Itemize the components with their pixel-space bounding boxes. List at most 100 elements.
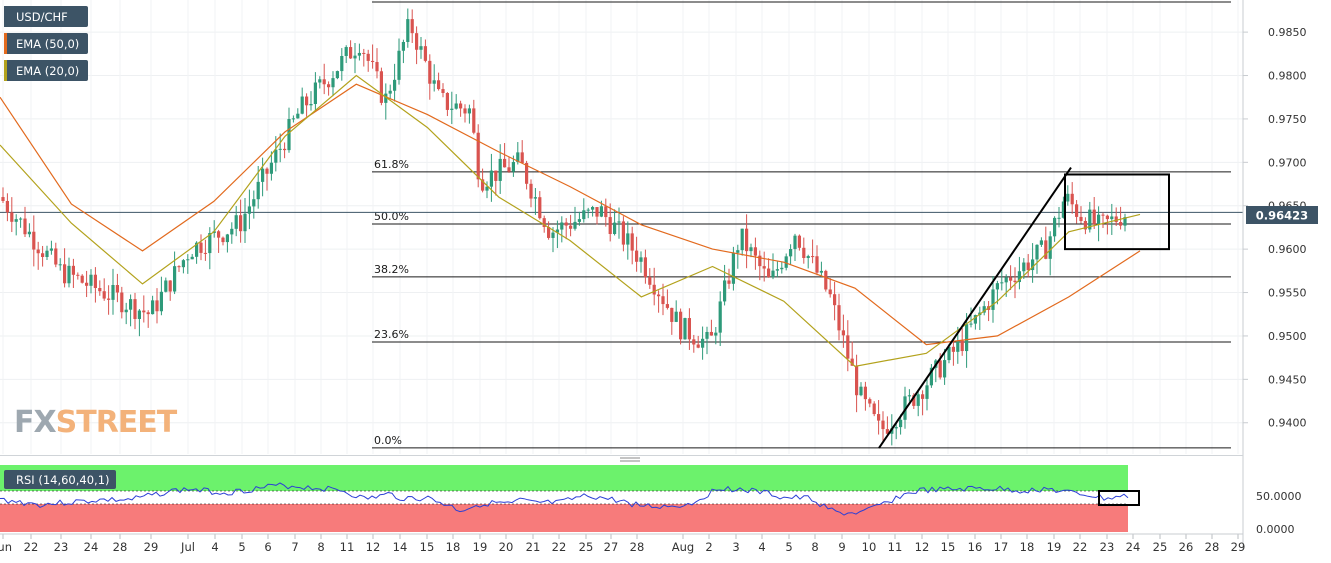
date-tick-label: 9 xyxy=(838,540,845,554)
candle-bullish xyxy=(67,265,71,284)
candle-bullish xyxy=(19,218,23,220)
date-tick-label: 19 xyxy=(1047,540,1062,554)
candle-bullish xyxy=(740,228,744,251)
candle-bearish xyxy=(155,300,159,312)
date-tick-label: 25 xyxy=(1153,540,1168,554)
candle-bullish xyxy=(674,311,678,322)
rsi-highlight-box xyxy=(1098,490,1140,506)
price-tick-label: 0.9850 xyxy=(1268,26,1307,39)
candle-bullish xyxy=(516,152,520,163)
candle-bullish xyxy=(234,215,238,229)
candle-bullish xyxy=(181,260,185,268)
candle-bullish xyxy=(586,209,590,211)
candle-bullish xyxy=(731,252,735,284)
candle-bearish xyxy=(1079,216,1083,221)
candle-bearish xyxy=(76,274,80,276)
candle-bearish xyxy=(868,399,872,404)
watermark-fx: FX xyxy=(14,405,56,440)
candle-bearish xyxy=(762,266,766,269)
rsi-tick-label: 0.0000 xyxy=(1256,523,1295,536)
candle-bullish xyxy=(591,207,595,210)
candle-bullish xyxy=(965,324,969,352)
candle-bearish xyxy=(938,360,942,378)
ema-20-line xyxy=(0,74,1141,367)
candle-bullish xyxy=(278,148,282,150)
candle-bearish xyxy=(203,252,207,254)
candle-bearish xyxy=(32,231,36,250)
candle-bullish xyxy=(287,119,291,151)
candle-bearish xyxy=(621,221,625,245)
date-tick-label: 24 xyxy=(1126,540,1141,554)
candle-bearish xyxy=(375,62,379,72)
candle-bearish xyxy=(1083,220,1087,230)
candle-bullish xyxy=(344,47,348,56)
candle-bullish xyxy=(393,79,397,91)
fib-label: 23.6% xyxy=(374,328,409,341)
candle-bullish xyxy=(736,250,740,253)
candle-bullish xyxy=(247,206,251,214)
price-axis: 0.98500.98000.97500.97000.96500.96000.95… xyxy=(1243,26,1307,430)
candle-bullish xyxy=(1123,217,1127,226)
trendline xyxy=(878,166,1072,449)
candle-bullish xyxy=(137,310,141,319)
candle-bullish xyxy=(718,301,722,333)
date-tick-label: 8 xyxy=(317,540,324,554)
candle-bullish xyxy=(1035,244,1039,260)
date-tick-label: Jul xyxy=(180,540,195,554)
candle-bullish xyxy=(929,367,933,386)
candle-bullish xyxy=(225,234,229,243)
candle-bullish xyxy=(1053,217,1057,237)
candle-bearish xyxy=(1105,215,1109,220)
last-price-tag: 0.96423 xyxy=(1246,206,1318,224)
candle-bullish xyxy=(111,285,115,300)
candle-bullish xyxy=(331,78,335,88)
watermark-street: STREET xyxy=(56,405,178,440)
candle-bearish xyxy=(881,420,885,430)
date-tick-label: 4 xyxy=(758,540,765,554)
date-tick-label: 23 xyxy=(1100,540,1115,554)
date-tick-label: 25 xyxy=(579,540,594,554)
candle-bullish xyxy=(208,233,212,254)
candle-bearish xyxy=(476,132,480,180)
candle-bearish xyxy=(604,206,608,218)
date-tick-label: 23 xyxy=(54,540,69,554)
candle-bullish xyxy=(14,219,18,222)
candle-bearish xyxy=(366,53,370,61)
candle-bullish xyxy=(1110,216,1114,220)
candle-bearish xyxy=(665,304,669,308)
candle-bullish xyxy=(890,428,894,434)
candle-bearish xyxy=(10,212,14,222)
legend-swatch xyxy=(4,6,7,27)
candle-bullish xyxy=(573,221,577,229)
candle-bullish xyxy=(454,103,458,109)
candle-bullish xyxy=(159,291,163,312)
date-tick-label: 4 xyxy=(211,540,218,554)
price-tick-label: 0.9600 xyxy=(1268,243,1307,256)
candle-bearish xyxy=(630,233,634,251)
candle-bearish xyxy=(850,358,854,366)
candle-bearish xyxy=(855,365,859,396)
date-tick-label: 5 xyxy=(238,540,245,554)
candle-bearish xyxy=(71,265,75,275)
candle-bearish xyxy=(833,294,837,306)
fib-label: 0.0% xyxy=(374,434,402,447)
candle-bullish xyxy=(340,55,344,72)
panel-resize-handle[interactable] xyxy=(620,457,640,462)
candle-bearish xyxy=(80,275,84,283)
candle-bearish xyxy=(507,167,511,172)
candle-bearish xyxy=(349,47,353,59)
candle-bearish xyxy=(221,237,225,243)
date-tick-label: Jun xyxy=(0,540,12,554)
candle-bearish xyxy=(120,292,124,313)
price-tick-label: 0.9750 xyxy=(1268,113,1307,126)
candle-bullish xyxy=(485,186,489,191)
candle-bearish xyxy=(146,312,150,315)
legend-item xyxy=(4,33,88,54)
candle-bullish xyxy=(894,427,898,429)
candle-bearish xyxy=(802,247,806,258)
date-tick-label: 12 xyxy=(915,540,930,554)
candle-bearish xyxy=(115,285,119,293)
candle-bearish xyxy=(661,296,665,305)
candle-bearish xyxy=(767,268,771,278)
candle-bearish xyxy=(415,33,419,50)
